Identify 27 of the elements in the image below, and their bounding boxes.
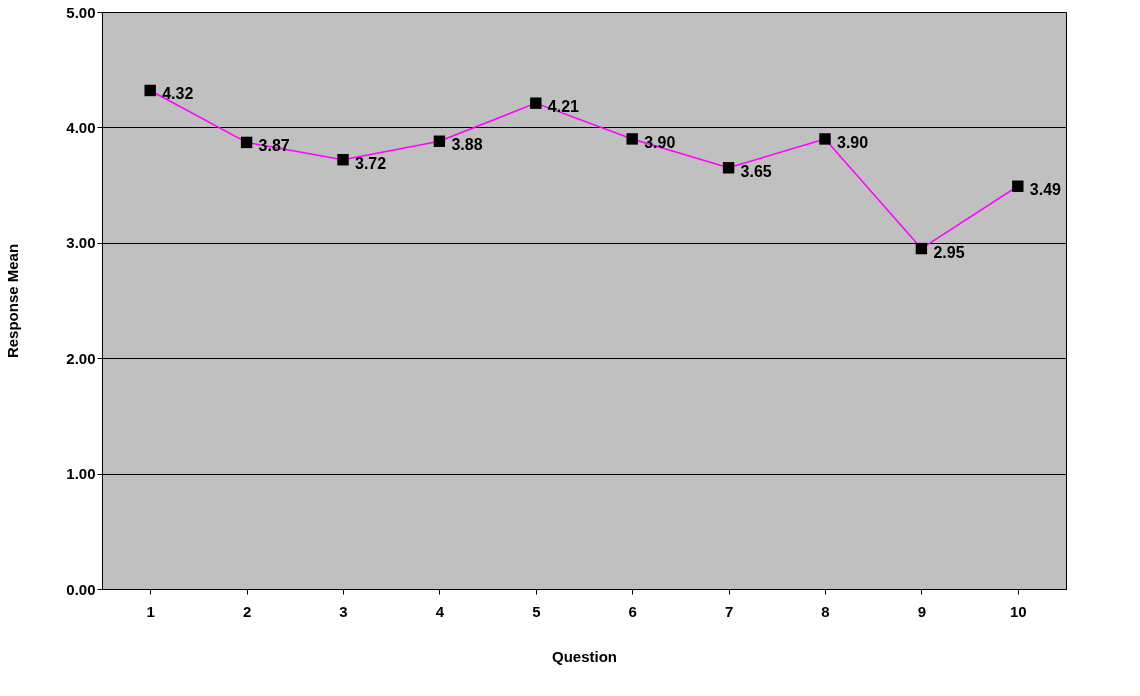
x-tick-label: 3 bbox=[339, 602, 348, 620]
text: 3.90 bbox=[644, 133, 676, 151]
y-tick-label: 3.00 bbox=[66, 234, 96, 252]
x-tick-label: 7 bbox=[724, 602, 734, 620]
text: 3.90 bbox=[837, 133, 869, 151]
y-tick-label: 0.00 bbox=[66, 580, 96, 598]
text: 3.65 bbox=[740, 162, 772, 180]
y-tick-label: 1.00 bbox=[66, 465, 96, 483]
x-tick-label: 6 bbox=[628, 602, 637, 620]
text: 4.32 bbox=[162, 85, 194, 103]
x-tick-label: 8 bbox=[821, 602, 830, 620]
x-axis-title: Question bbox=[551, 647, 618, 665]
y-tick-label: 4.00 bbox=[66, 118, 96, 136]
text: 3.49 bbox=[1029, 181, 1061, 199]
x-tick-label: 4 bbox=[435, 602, 445, 620]
text: 3.88 bbox=[451, 136, 483, 154]
x-tick-label: 5 bbox=[532, 602, 541, 620]
y-tick-label: 2.00 bbox=[66, 349, 96, 367]
text: 2.95 bbox=[933, 243, 965, 261]
y-tick-label: 5.00 bbox=[66, 3, 96, 21]
x-tick-label: 1 bbox=[146, 602, 155, 620]
text: 4.21 bbox=[547, 98, 579, 116]
x-tick-label: 10 bbox=[1009, 602, 1027, 620]
x-tick-label: 9 bbox=[917, 602, 927, 620]
y-axis-title: Response Mean bbox=[4, 243, 22, 359]
x-tick-label: 2 bbox=[242, 602, 252, 620]
text: 3.72 bbox=[355, 154, 387, 172]
